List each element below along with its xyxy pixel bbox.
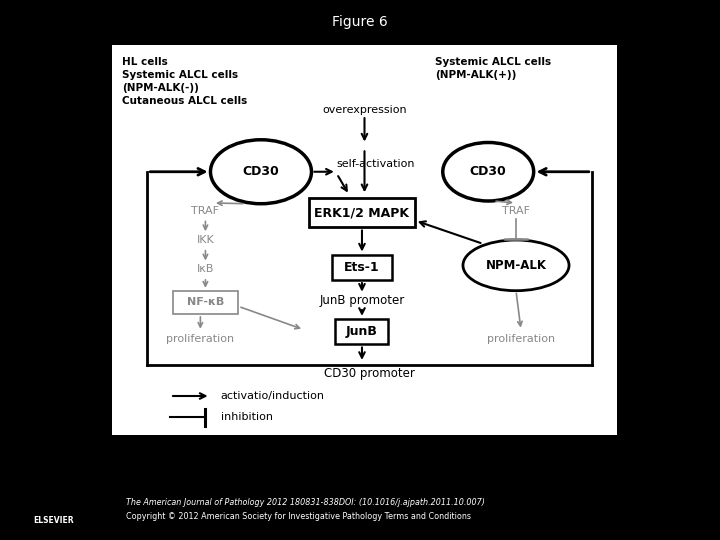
Text: JunB: JunB <box>346 325 378 338</box>
Text: CD30 promoter: CD30 promoter <box>324 367 415 380</box>
Bar <box>173 291 238 314</box>
Text: IκB: IκB <box>197 264 214 274</box>
Text: HL cells
Systemic ALCL cells
(NPM-ALK(-))
Cutaneous ALCL cells: HL cells Systemic ALCL cells (NPM-ALK(-)… <box>122 57 248 106</box>
Text: CD30: CD30 <box>243 165 279 178</box>
Text: Copyright © 2012 American Society for Investigative Pathology Terms and Conditio: Copyright © 2012 American Society for In… <box>126 512 471 521</box>
Text: Systemic ALCL cells
(NPM-ALK(+)): Systemic ALCL cells (NPM-ALK(+)) <box>435 57 552 80</box>
Bar <box>309 198 415 227</box>
Text: Ets-1: Ets-1 <box>344 261 379 274</box>
Text: TRAF: TRAF <box>192 206 220 216</box>
Text: The American Journal of Pathology 2012 180831-838DOI: (10.1016/j.ajpath.2011.10.: The American Journal of Pathology 2012 1… <box>126 498 485 508</box>
Bar <box>332 255 392 280</box>
Text: NF-κB: NF-κB <box>186 298 224 307</box>
Text: CD30: CD30 <box>470 165 507 178</box>
Text: ELSEVIER: ELSEVIER <box>34 516 74 524</box>
Text: IKK: IKK <box>197 235 215 245</box>
Text: JunB promoter: JunB promoter <box>320 294 405 307</box>
Text: 🌳: 🌳 <box>48 483 60 503</box>
Text: ERK1/2 MAPK: ERK1/2 MAPK <box>315 206 410 219</box>
Text: activatio/induction: activatio/induction <box>220 391 325 401</box>
Text: self-activation: self-activation <box>337 159 415 169</box>
Text: Figure 6: Figure 6 <box>332 15 388 29</box>
Text: inhibition: inhibition <box>220 413 273 422</box>
Text: overexpression: overexpression <box>322 105 407 115</box>
Text: proliferation: proliferation <box>487 334 555 345</box>
Bar <box>336 319 389 345</box>
Text: NPM-ALK: NPM-ALK <box>485 259 546 272</box>
Text: TRAF: TRAF <box>502 206 530 216</box>
Text: proliferation: proliferation <box>166 334 235 345</box>
